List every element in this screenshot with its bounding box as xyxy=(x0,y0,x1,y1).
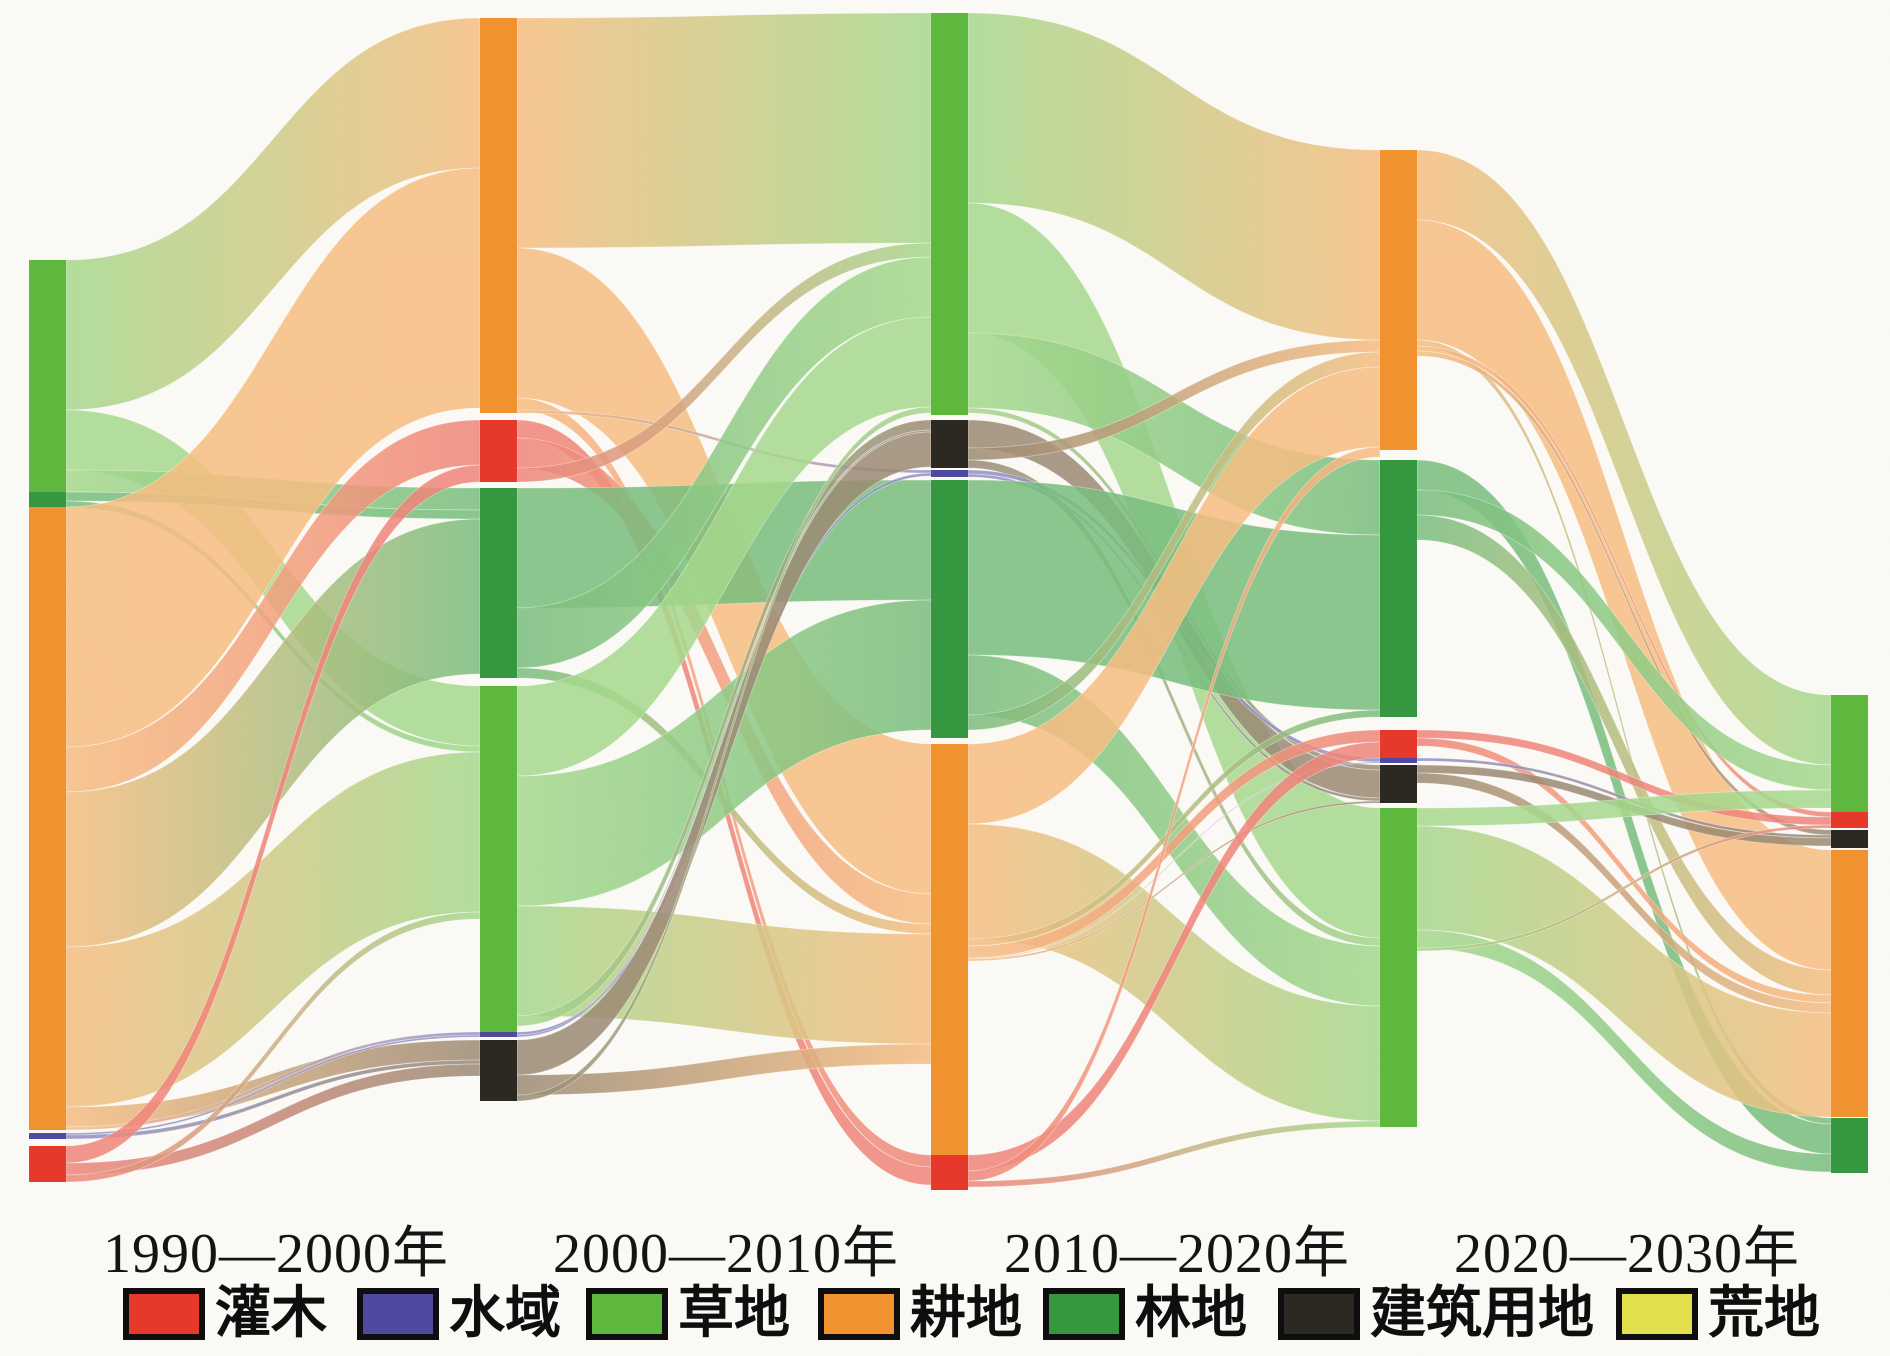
sankey-node-2020-建筑用地 xyxy=(1380,765,1417,803)
legend-label: 水域 xyxy=(449,1283,561,1345)
sankey-node-2020-林地 xyxy=(1380,460,1417,717)
sankey-node-2030-草地 xyxy=(1831,695,1868,812)
sankey-node-2020-耕地 xyxy=(1380,150,1417,450)
sankey-node-2030-耕地 xyxy=(1831,850,1868,1117)
sankey-node-2000-耕地 xyxy=(480,18,517,413)
sankey-node-1990-林地 xyxy=(29,492,66,507)
sankey-node-1990-水域 xyxy=(29,1133,66,1139)
sankey-node-2000-水域 xyxy=(480,1032,517,1037)
sankey-node-1990-灌木 xyxy=(29,1146,66,1182)
wasteland-color-swatch xyxy=(1616,1288,1698,1340)
legend-item-forest: 林地 xyxy=(1043,1286,1247,1342)
sankey-node-2030-建筑用地 xyxy=(1831,830,1868,848)
sankey-node-2010-建筑用地 xyxy=(931,420,968,468)
legend-label: 荒地 xyxy=(1708,1283,1820,1345)
sankey-node-2020-灌木 xyxy=(1380,730,1417,758)
sankey-node-2020-水域 xyxy=(1380,758,1417,763)
sankey-node-2010-草地 xyxy=(931,13,968,415)
sankey-node-2030-灌木 xyxy=(1831,812,1868,828)
legend-label: 建筑用地 xyxy=(1370,1283,1594,1345)
legend-item-grassland: 草地 xyxy=(586,1286,790,1342)
sankey-node-1990-耕地 xyxy=(29,507,66,1130)
sankey-node-2010-灌木 xyxy=(931,1155,968,1190)
sankey-node-2000-建筑用地 xyxy=(480,1040,517,1101)
sankey-node-2030-林地 xyxy=(1831,1118,1868,1173)
grassland-color-swatch xyxy=(586,1288,668,1340)
legend-item-wasteland: 荒地 xyxy=(1616,1286,1820,1342)
sankey-link-灌木-to-耕地 xyxy=(967,446,1381,1182)
legend-label: 林地 xyxy=(1135,1283,1247,1345)
forest-color-swatch xyxy=(1043,1288,1125,1340)
water-color-swatch xyxy=(357,1288,439,1340)
legend-label: 耕地 xyxy=(910,1283,1022,1345)
legend-label: 灌木 xyxy=(215,1283,327,1345)
sankey-node-2010-耕地 xyxy=(931,744,968,1155)
sankey-node-2020-草地 xyxy=(1380,808,1417,1127)
construction-color-swatch xyxy=(1278,1288,1360,1340)
legend-label: 草地 xyxy=(678,1283,790,1345)
sankey-node-1990-草地 xyxy=(29,260,66,492)
legend-item-cropland: 耕地 xyxy=(818,1286,1022,1342)
sankey-node-2000-灌木 xyxy=(480,420,517,482)
sankey-link-耕地-to-草地 xyxy=(516,12,932,249)
sankey-node-2010-林地 xyxy=(931,480,968,738)
legend-item-water: 水域 xyxy=(357,1286,561,1342)
legend-item-shrub: 灌木 xyxy=(123,1286,327,1342)
legend-item-construction: 建筑用地 xyxy=(1278,1286,1594,1342)
cropland-color-swatch xyxy=(818,1288,900,1340)
sankey-node-2000-草地 xyxy=(480,686,517,1032)
shrub-color-swatch xyxy=(123,1288,205,1340)
sankey-node-2010-水域 xyxy=(931,470,968,477)
legend: 灌木 水域 草地 耕地 林地 建筑用地 荒地 xyxy=(0,1286,1890,1356)
sankey-node-2000-林地 xyxy=(480,488,517,678)
